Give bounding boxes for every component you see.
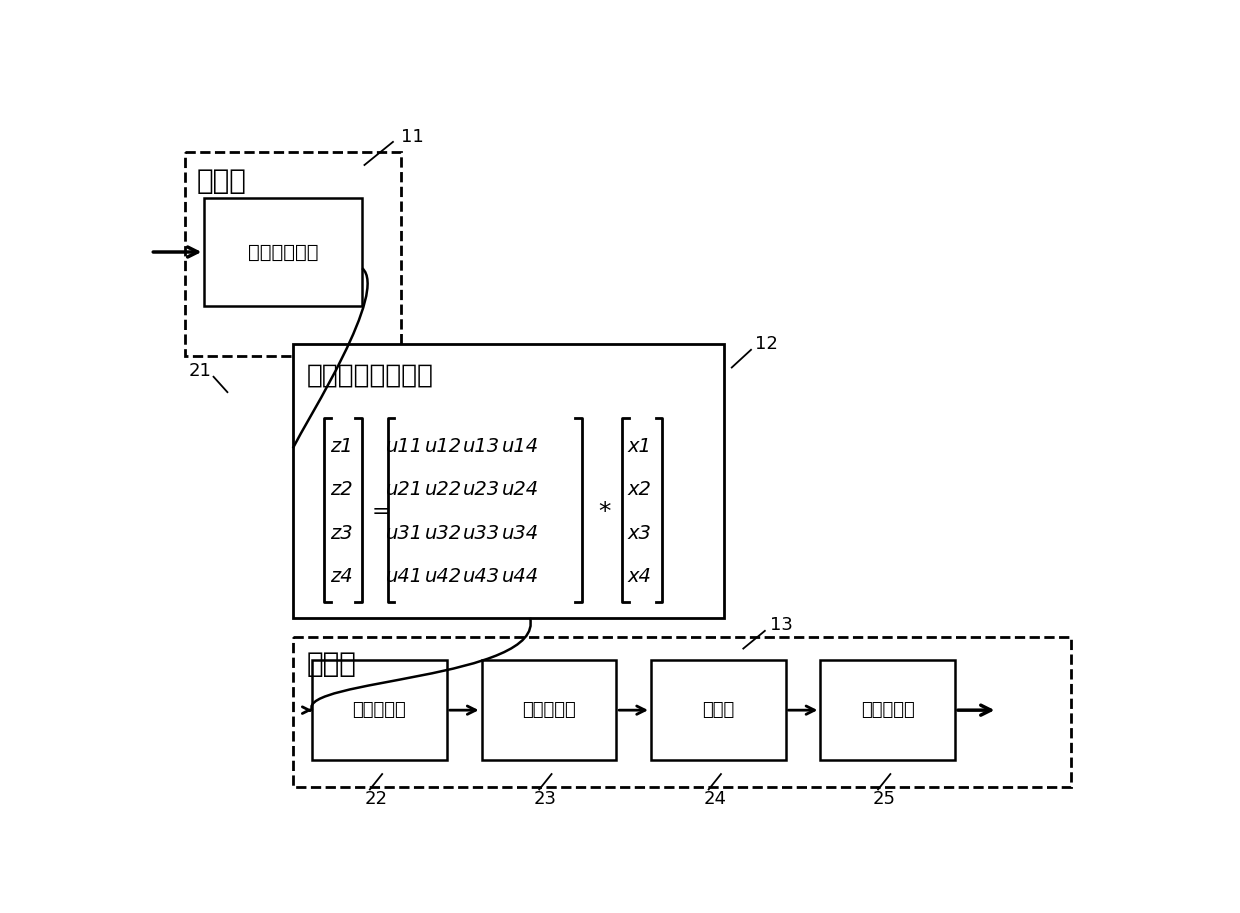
- Text: u31: u31: [386, 523, 423, 542]
- Text: u33: u33: [463, 523, 500, 542]
- Text: x1: x1: [627, 437, 651, 456]
- Bar: [293, 344, 724, 618]
- Text: x4: x4: [627, 567, 651, 585]
- Text: u42: u42: [424, 567, 461, 585]
- Bar: [293, 637, 1070, 787]
- Bar: [185, 152, 401, 356]
- Text: u12: u12: [424, 437, 461, 456]
- Text: 23: 23: [534, 790, 557, 808]
- Text: u32: u32: [424, 523, 461, 542]
- Text: u11: u11: [386, 437, 423, 456]
- Text: u34: u34: [501, 523, 538, 542]
- Text: u14: u14: [501, 437, 538, 456]
- Text: =: =: [372, 501, 391, 521]
- Text: u22: u22: [424, 480, 461, 499]
- Text: z2: z2: [330, 480, 352, 499]
- Text: 24: 24: [703, 790, 727, 808]
- Text: u43: u43: [463, 567, 500, 585]
- Text: 发送器: 发送器: [197, 167, 247, 195]
- Bar: [312, 660, 446, 761]
- Text: u44: u44: [501, 567, 538, 585]
- Text: *: *: [599, 499, 611, 523]
- Bar: [205, 198, 362, 306]
- Text: 25: 25: [873, 790, 895, 808]
- Text: 积分器: 积分器: [702, 701, 734, 719]
- Text: 数字式调制器: 数字式调制器: [248, 243, 319, 261]
- Text: u21: u21: [386, 480, 423, 499]
- Text: 信号放大器: 信号放大器: [522, 701, 575, 719]
- Text: 光子神经网络芯片: 光子神经网络芯片: [306, 362, 434, 388]
- Bar: [481, 660, 616, 761]
- Text: 模数转换器: 模数转换器: [861, 701, 915, 719]
- Text: x2: x2: [627, 480, 651, 499]
- Text: z1: z1: [330, 437, 352, 456]
- Text: u23: u23: [463, 480, 500, 499]
- Text: 光电探测器: 光电探测器: [352, 701, 407, 719]
- Text: 21: 21: [188, 362, 212, 381]
- Bar: [821, 660, 955, 761]
- Text: 12: 12: [755, 335, 777, 353]
- Text: 接收器: 接收器: [306, 650, 357, 678]
- Text: u13: u13: [463, 437, 500, 456]
- Text: 11: 11: [401, 128, 424, 145]
- Text: u41: u41: [386, 567, 423, 585]
- Text: 22: 22: [365, 790, 388, 808]
- Text: u24: u24: [501, 480, 538, 499]
- Text: z3: z3: [330, 523, 352, 542]
- Text: z4: z4: [330, 567, 352, 585]
- Text: x3: x3: [627, 523, 651, 542]
- Bar: [651, 660, 786, 761]
- Text: 13: 13: [770, 616, 794, 635]
